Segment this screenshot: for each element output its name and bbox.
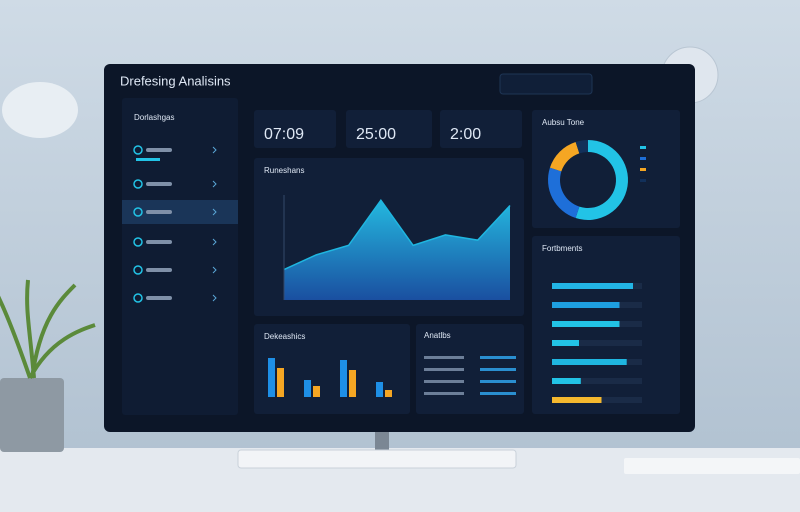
nav-chevron[interactable] <box>212 180 217 188</box>
stat-value: 07:09 <box>264 126 304 143</box>
lamp <box>2 82 78 138</box>
sidebar <box>122 98 238 415</box>
nav-icon[interactable] <box>133 179 143 189</box>
chart-title: Runeshans <box>264 166 304 175</box>
keyboard <box>237 449 517 469</box>
panel <box>440 110 522 148</box>
donut-slice <box>575 140 628 220</box>
stat-value: 25:00 <box>356 126 396 143</box>
bar <box>552 378 581 384</box>
nav-icon[interactable] <box>133 207 143 217</box>
bar <box>552 359 627 365</box>
monitor-stand <box>375 430 389 452</box>
bar <box>340 360 347 397</box>
bar <box>349 370 356 397</box>
table-cell <box>424 356 464 359</box>
nav-chevron[interactable] <box>212 266 217 274</box>
bar <box>313 386 320 397</box>
nav-icon[interactable] <box>133 293 143 303</box>
legend-swatch <box>640 179 646 182</box>
dashboard-title: Drefesing Analisins <box>120 73 231 88</box>
area-fill <box>284 200 510 300</box>
bar <box>552 397 602 403</box>
panel <box>254 110 336 148</box>
bar <box>552 321 620 327</box>
chart-title: Fortbments <box>542 244 582 253</box>
toolbar[interactable] <box>499 73 593 95</box>
nav-label[interactable] <box>146 268 172 272</box>
plant <box>0 279 96 379</box>
legend-swatch <box>640 168 646 171</box>
nav-label[interactable] <box>146 296 172 300</box>
nav-chevron[interactable] <box>212 146 217 154</box>
bar <box>304 380 311 397</box>
legend-swatch <box>640 146 646 149</box>
table-title: Anatlbs <box>424 331 451 340</box>
plant-pot <box>0 378 64 452</box>
nav-icon[interactable] <box>133 237 143 247</box>
table-cell <box>480 356 516 359</box>
bar <box>277 368 284 397</box>
bar <box>376 382 383 397</box>
table-cell <box>424 368 464 371</box>
bar <box>552 283 633 289</box>
sidebar-active[interactable] <box>122 200 238 224</box>
table-cell <box>424 392 464 395</box>
panel <box>346 110 432 148</box>
table-cell <box>480 368 516 371</box>
panel <box>254 324 410 414</box>
nav-label[interactable] <box>146 210 172 214</box>
table-cell <box>424 380 464 383</box>
donut-slice <box>548 167 580 219</box>
nav-label[interactable] <box>146 182 172 186</box>
donut-slice <box>549 141 580 172</box>
panel <box>532 110 680 228</box>
nav-chevron[interactable] <box>212 208 217 216</box>
donut-slice <box>575 140 588 154</box>
bar <box>385 390 392 397</box>
chart-title: Aubsu Tone <box>542 118 585 127</box>
nav-label[interactable] <box>146 148 172 152</box>
sidebar-title: Dorlashgas <box>134 113 174 122</box>
bar <box>552 302 620 308</box>
table-cell <box>480 392 516 395</box>
panel <box>416 324 524 414</box>
nav-chevron[interactable] <box>212 294 217 302</box>
nav-icon[interactable] <box>133 145 143 155</box>
nav-progress <box>136 158 160 161</box>
nav-icon[interactable] <box>133 265 143 275</box>
area-line <box>283 198 511 271</box>
chart-title: Dekeashics <box>264 332 305 341</box>
bar <box>552 340 579 346</box>
bar-track <box>552 378 642 384</box>
notebook <box>624 458 800 474</box>
legend-swatch <box>640 157 646 160</box>
nav-label[interactable] <box>146 240 172 244</box>
stat-value: 2:00 <box>450 126 481 143</box>
nav-chevron[interactable] <box>212 238 217 246</box>
bar <box>268 358 275 397</box>
bar-track <box>552 340 642 346</box>
table-cell <box>480 380 516 383</box>
